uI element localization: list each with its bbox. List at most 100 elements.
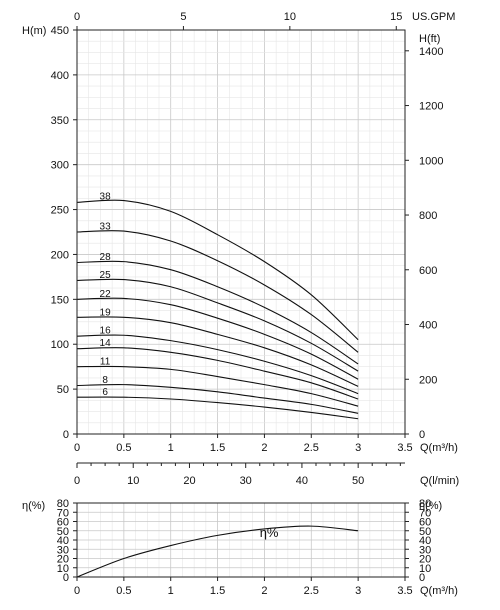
head-curve-16: [76, 334, 359, 395]
main-x-tick-label: 0.5: [116, 442, 131, 454]
main-y-tick-label: 400: [51, 70, 69, 82]
head-curve-19: [76, 316, 359, 387]
eff-y-tick-label: 30: [57, 544, 69, 556]
right-y-tick-label: 0: [419, 429, 425, 441]
eff-x-tick-label: 2: [261, 585, 267, 597]
head-curve-6: [76, 396, 359, 420]
eff-right-y-tick-label: 30: [419, 544, 431, 556]
eff-x-axis-title: Q(m³/h): [420, 585, 458, 597]
main-y-tick-label: 250: [51, 205, 69, 217]
right-y-tick-label: 400: [419, 320, 437, 332]
eff-x-tick-label: 2.5: [304, 585, 319, 597]
curve-label-8: 8: [102, 375, 108, 386]
eff-y-tick-label: 60: [57, 517, 69, 529]
main-plot-frame: [76, 29, 406, 435]
main-y-tick-label: 150: [51, 294, 69, 306]
top-x-tick-label: 5: [180, 11, 186, 23]
eff-x-tick-label: 0.5: [116, 585, 131, 597]
main-y-tick-label: 200: [51, 249, 69, 261]
eff-right-y-tick-label: 20: [419, 554, 431, 566]
right-y-axis-title: H(ft): [419, 33, 440, 45]
main-y-axis-title: H(m): [22, 25, 46, 37]
eff-y-axis-title: η(%): [22, 500, 45, 512]
eff-x-tick-label: 1.5: [210, 585, 225, 597]
right-y-tick-label: 200: [419, 374, 437, 386]
eff-x-tick-label: 3: [355, 585, 361, 597]
right-y-tick-label: 600: [419, 265, 437, 277]
efficiency-curve-label: η%: [260, 525, 279, 540]
eff-right-y-axis-title: η(%): [419, 500, 442, 512]
curve-label-33: 33: [100, 221, 112, 232]
head-curve-22: [76, 297, 359, 380]
main-x-tick-label: 1: [168, 442, 174, 454]
efficiency-curve: [76, 525, 359, 578]
top-x-tick-label: 0: [74, 11, 80, 23]
main-y-tick-label: 0: [63, 429, 69, 441]
eff-y-tick-label: 10: [57, 563, 69, 575]
main-x-tick-label: 2.5: [304, 442, 319, 454]
lmin-tick-label: 0: [74, 475, 80, 487]
top-x-axis-title: US.GPM: [412, 11, 455, 23]
curve-label-19: 19: [100, 307, 112, 318]
main-y-tick-label: 450: [51, 25, 69, 37]
right-y-tick-label: 1200: [419, 101, 443, 113]
main-x-tick-label: 2: [261, 442, 267, 454]
main-x-tick-label: 0: [74, 442, 80, 454]
head-curve-14: [76, 347, 359, 400]
eff-right-y-tick-label: 0: [419, 572, 425, 584]
eff-right-y-tick-label: 70: [419, 507, 431, 519]
eff-right-y-tick-label: 40: [419, 535, 431, 547]
main-y-tick-label: 50: [57, 384, 69, 396]
eff-right-y-tick-label: 50: [419, 526, 431, 538]
main-y-tick-label: 350: [51, 115, 69, 127]
eff-right-y-tick-label: 60: [419, 517, 431, 529]
curve-label-38: 38: [100, 191, 112, 202]
lmin-tick-label: 20: [183, 475, 195, 487]
curve-label-11: 11: [100, 357, 111, 368]
head-curve-33: [76, 230, 359, 353]
eff-y-tick-label: 40: [57, 535, 69, 547]
head-curve-28: [76, 260, 359, 365]
top-x-tick-label: 15: [390, 11, 402, 23]
axes-layer: [73, 26, 409, 581]
curve-label-28: 28: [100, 252, 112, 263]
curve-label-16: 16: [100, 326, 112, 337]
grid-layer: [76, 29, 406, 578]
lmin-tick-label: 30: [240, 475, 252, 487]
main-y-tick-label: 300: [51, 160, 69, 172]
right-y-tick-label: 1400: [419, 46, 443, 58]
main-x-tick-label: 3: [355, 442, 361, 454]
eff-y-tick-label: 80: [57, 498, 69, 510]
main-x-tick-label: 3.5: [397, 442, 412, 454]
main-x-axis-title: Q(m³/h): [420, 442, 458, 454]
eff-y-tick-label: 70: [57, 507, 69, 519]
right-y-tick-label: 800: [419, 210, 437, 222]
lmin-tick-label: 50: [352, 475, 364, 487]
main-y-tick-label: 100: [51, 339, 69, 351]
curve-label-14: 14: [100, 338, 112, 349]
main-x-tick-label: 1.5: [210, 442, 225, 454]
eff-x-tick-label: 3.5: [397, 585, 412, 597]
eff-y-tick-label: 50: [57, 526, 69, 538]
lmin-tick-label: 10: [127, 475, 139, 487]
head-curve-8: [76, 384, 359, 414]
curves-layer: [76, 199, 359, 578]
eff-y-tick-label: 20: [57, 554, 69, 566]
head-curve-11: [76, 365, 359, 407]
right-y-tick-label: 1000: [419, 155, 443, 167]
eff-right-y-tick-label: 10: [419, 563, 431, 575]
curve-label-25: 25: [100, 270, 112, 281]
curve-label-22: 22: [100, 289, 112, 300]
curve-label-6: 6: [102, 387, 108, 398]
top-x-tick-label: 10: [284, 11, 296, 23]
eff-x-tick-label: 0: [74, 585, 80, 597]
head-curve-38: [76, 199, 359, 341]
lmin-tick-label: 40: [296, 475, 308, 487]
eff-right-y-tick-label: 80: [419, 498, 431, 510]
eff-x-tick-label: 1: [168, 585, 174, 597]
eff-y-tick-label: 0: [63, 572, 69, 584]
lmin-axis-title: Q(l/min): [420, 475, 459, 487]
head-curve-25: [76, 278, 359, 372]
